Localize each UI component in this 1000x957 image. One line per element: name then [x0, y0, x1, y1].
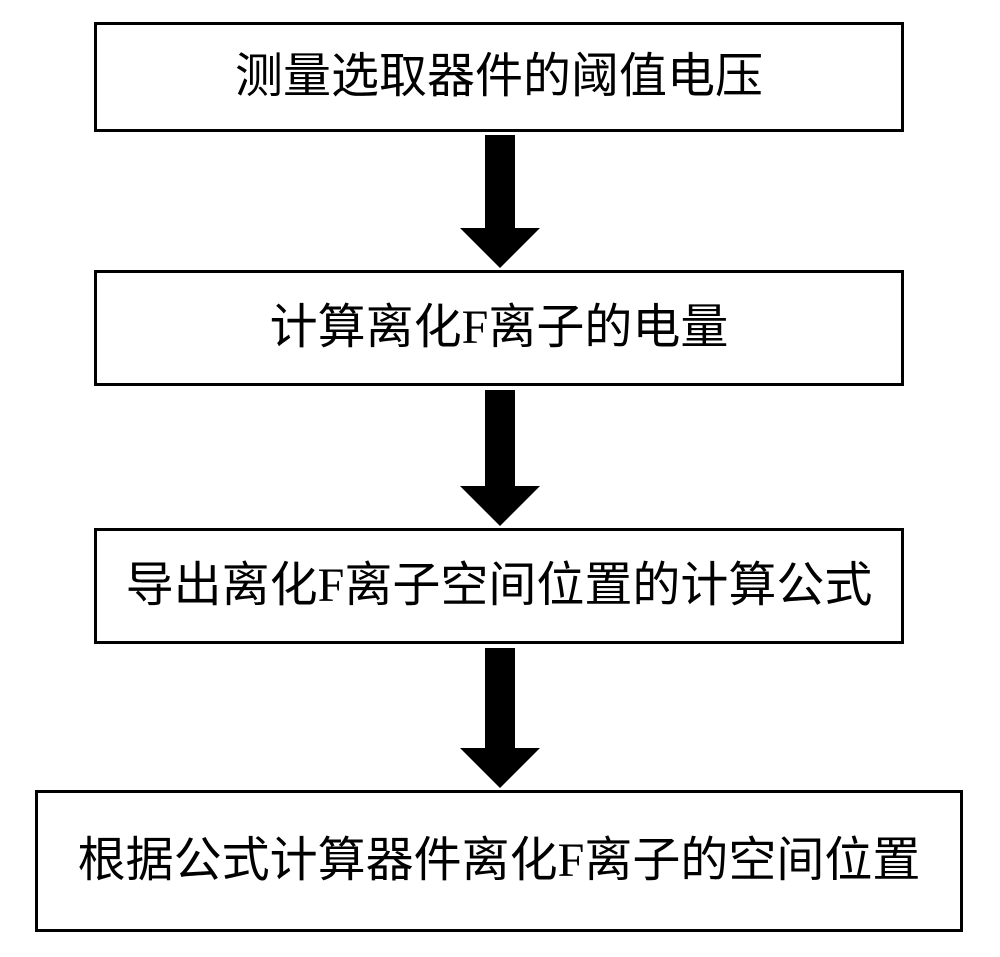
flow-node-1: 测量选取器件的阈值电压 — [94, 22, 904, 132]
flow-node-3-label: 导出离化F离子空间位置的计算公式 — [126, 560, 873, 613]
flow-arrow-2-shaft — [485, 390, 515, 486]
flow-arrow-2-head — [460, 486, 540, 526]
flow-arrow-3-head — [460, 748, 540, 788]
flow-node-2: 计算离化F离子的电量 — [94, 270, 904, 386]
flow-node-4-label: 根据公式计算器件离化F离子的空间位置 — [78, 835, 921, 888]
flow-node-2-label: 计算离化F离子的电量 — [270, 302, 729, 355]
flow-arrow-1-shaft — [485, 135, 515, 228]
flow-node-4: 根据公式计算器件离化F离子的空间位置 — [35, 790, 963, 932]
flow-node-3: 导出离化F离子空间位置的计算公式 — [94, 528, 904, 644]
flow-arrow-3-shaft — [485, 648, 515, 748]
flowchart-canvas: 测量选取器件的阈值电压 计算离化F离子的电量 导出离化F离子空间位置的计算公式 … — [0, 0, 1000, 957]
flow-arrow-1-head — [460, 228, 540, 268]
flow-node-1-label: 测量选取器件的阈值电压 — [235, 51, 763, 104]
